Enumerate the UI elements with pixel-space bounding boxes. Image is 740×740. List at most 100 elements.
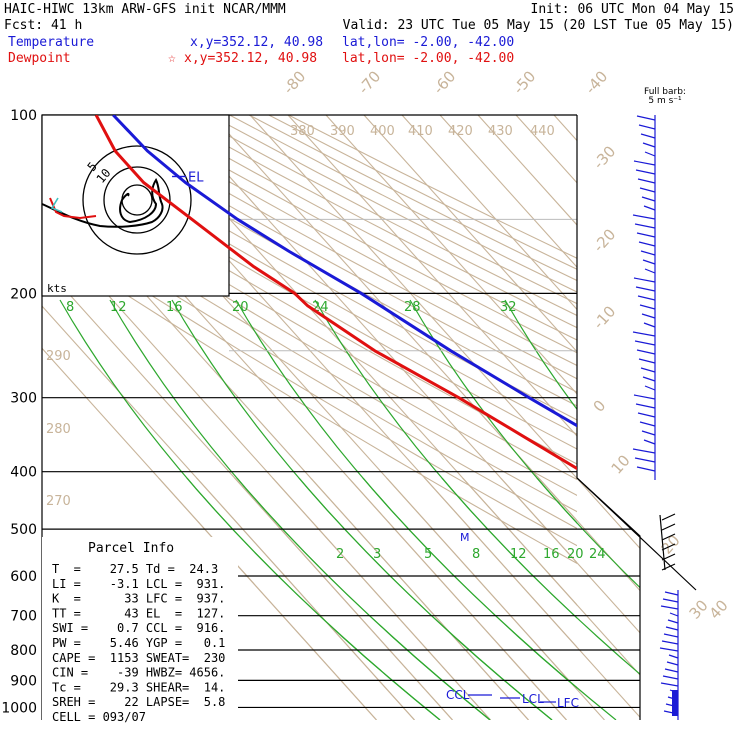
mixing-ratio-line bbox=[618, 478, 640, 720]
wind-barb bbox=[662, 598, 679, 603]
parcel-info-row: CELL = 093/07 bbox=[52, 710, 146, 724]
wind-barbs bbox=[632, 115, 679, 720]
wind-barb bbox=[664, 668, 679, 673]
el-marker: EL bbox=[188, 170, 204, 185]
header-title: HAIC-HIWC 13km ARW-GFS init NCAR/MMM bbox=[4, 2, 286, 17]
mixing-ratio-label: 12 bbox=[510, 547, 527, 562]
parcel-info-row: TT = 43 EL = 127. bbox=[52, 606, 225, 620]
dry-adiabat bbox=[42, 224, 577, 547]
wind-barb bbox=[643, 205, 656, 211]
wind-barb bbox=[668, 654, 679, 659]
mixing-ratio-line bbox=[666, 472, 740, 720]
isotherm-line bbox=[42, 478, 377, 720]
dry-adiabat bbox=[71, 115, 577, 393]
theta-label: 420 bbox=[448, 124, 473, 139]
wind-barb bbox=[638, 124, 656, 130]
wind-barb bbox=[661, 563, 676, 571]
isotherm-line bbox=[211, 478, 640, 720]
parcel-info-row: T = 27.5 Td = 24.3 bbox=[52, 562, 218, 576]
isotherm-line bbox=[592, 115, 740, 720]
legend-temperature: Temperature bbox=[8, 35, 94, 50]
isotherm-line bbox=[401, 478, 640, 720]
wind-barb bbox=[642, 142, 656, 148]
mixing-ratio-label: 24 bbox=[589, 547, 606, 562]
mixing-ratio-label: 12 bbox=[110, 300, 127, 315]
theta-label: 410 bbox=[408, 124, 433, 139]
dew-coords: x,y=352.12, 40.98 bbox=[184, 51, 317, 66]
parcel-info-row: CIN = -39 HWBZ= 4656. bbox=[52, 666, 225, 680]
barb-key-title: Full barb: bbox=[644, 87, 686, 97]
dry-adiabat bbox=[288, 115, 577, 259]
isotherm-line bbox=[515, 478, 640, 720]
wind-barb bbox=[666, 661, 679, 666]
moist-adiabat bbox=[409, 299, 577, 524]
wind-barb bbox=[641, 430, 656, 436]
sounding-profiles bbox=[94, 115, 577, 471]
wind-barb bbox=[639, 304, 656, 310]
parcel-info-row: PW = 5.46 YGP = 0.1 bbox=[52, 636, 225, 650]
wind-barb bbox=[642, 259, 656, 265]
isotherm-label: -60 bbox=[430, 67, 460, 97]
wind-barb bbox=[644, 151, 656, 157]
isotherm-line bbox=[553, 478, 640, 720]
pressure-tick-label: 600 bbox=[10, 569, 37, 585]
wind-barb bbox=[632, 214, 656, 220]
isotherm-label: 40 bbox=[706, 596, 732, 622]
isotherm-line bbox=[439, 115, 577, 269]
barb-divider bbox=[576, 477, 697, 591]
pressure-tick-label: 800 bbox=[10, 643, 37, 659]
level-markers: EL CCL LCL LFC M bbox=[172, 170, 579, 710]
hodograph: 5 10 kts bbox=[41, 114, 230, 297]
mixing-ratio-label: 16 bbox=[543, 547, 560, 562]
isotherm-line bbox=[363, 115, 577, 353]
dry-adiabat bbox=[91, 115, 577, 380]
isotherm-label: -10 bbox=[590, 302, 620, 332]
hodograph-trace bbox=[41, 178, 164, 228]
dry-adiabat bbox=[42, 131, 577, 435]
hodograph-storm-vector bbox=[50, 197, 63, 213]
wind-barb bbox=[661, 640, 679, 645]
wind-barb bbox=[637, 178, 656, 184]
wind-barb bbox=[640, 133, 656, 139]
wind-barb bbox=[643, 322, 656, 328]
dry-adiabat bbox=[42, 239, 577, 565]
dry-adiabat bbox=[42, 183, 577, 497]
isotherm-label: -40 bbox=[582, 67, 612, 97]
isotherm-line bbox=[553, 115, 577, 142]
wind-barb bbox=[660, 682, 679, 687]
isotherm-line bbox=[477, 115, 577, 226]
isotherm-line bbox=[42, 478, 491, 720]
theta-label: 390 bbox=[330, 124, 355, 139]
wind-barb bbox=[667, 619, 679, 624]
mixing-ratio-label: 32 bbox=[500, 300, 517, 315]
isotherm-line bbox=[173, 478, 640, 720]
dry-adiabat bbox=[42, 170, 577, 481]
parcel-info-row: SWI = 0.7 CCL = 916. bbox=[52, 621, 225, 635]
moist-adiabat bbox=[314, 478, 640, 720]
isotherm-line bbox=[401, 115, 577, 311]
wind-barb bbox=[640, 250, 656, 256]
ccl-marker: CCL bbox=[446, 688, 470, 702]
right-frame bbox=[576, 115, 641, 720]
mixing-ratio-label: 20 bbox=[232, 300, 249, 315]
wind-barb bbox=[663, 633, 679, 638]
theta-label: 280 bbox=[46, 422, 71, 437]
parcel-m-marker: M bbox=[460, 531, 470, 544]
theta-label: 270 bbox=[46, 494, 71, 509]
mixing-ratio-label: 2 bbox=[336, 547, 344, 562]
wind-barb bbox=[661, 553, 676, 561]
wind-barb bbox=[660, 605, 679, 610]
barb-key-unit: 5 m s⁻¹ bbox=[648, 96, 682, 106]
wind-barb bbox=[635, 286, 656, 292]
wind-barb bbox=[661, 513, 676, 521]
wind-barb bbox=[659, 647, 679, 652]
dry-adiabat bbox=[42, 196, 577, 513]
wind-barb bbox=[633, 394, 656, 400]
wind-barb bbox=[641, 313, 656, 319]
parcel-info-row: LI = -3.1 LCL = 931. bbox=[52, 577, 225, 591]
mixing-ratio-label: 8 bbox=[472, 547, 480, 562]
isotherm-label: -50 bbox=[510, 67, 540, 97]
isotherm-line bbox=[42, 478, 529, 720]
dry-adiabat bbox=[209, 115, 577, 305]
